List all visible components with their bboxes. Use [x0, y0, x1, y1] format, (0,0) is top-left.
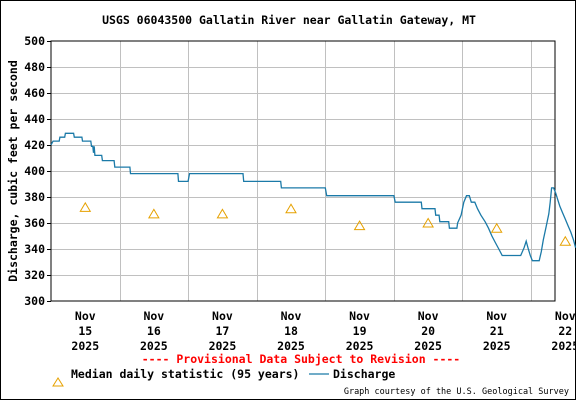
x-tick-label: Nov 18 2025	[277, 309, 305, 353]
x-tick-label: Nov 15 2025	[71, 309, 99, 353]
x-tick-label: Nov 19 2025	[346, 309, 374, 353]
median-marker	[422, 217, 435, 228]
y-tick-label: 500	[24, 34, 45, 48]
y-tick-label: 420	[24, 138, 45, 152]
y-axis-ticks: 300 320 340 360 380 400 420 440 460 480 500	[24, 34, 51, 308]
y-tick-label: 340	[24, 242, 45, 256]
chart-credit: Graph courtesy of the U.S. Geological Su…	[344, 387, 569, 397]
median-marker	[79, 201, 92, 212]
x-tick-label: Nov 22 2025	[551, 309, 576, 353]
x-tick-label: Nov 21 2025	[483, 309, 511, 353]
y-tick-label: 360	[24, 216, 45, 230]
legend-median-label: Median daily statistic (95 years)	[71, 367, 299, 381]
median-marker	[147, 208, 160, 219]
median-marker	[216, 208, 229, 219]
y-tick-label: 480	[24, 60, 45, 74]
y-tick-label: 300	[24, 294, 45, 308]
x-axis-ticks: Nov 15 2025 Nov 16 2025 Nov 17 2025 Nov 18 2025 Nov 1…	[71, 309, 576, 353]
x-tick-label: Nov 17 2025	[209, 309, 237, 353]
y-tick-label: 460	[24, 86, 45, 100]
x-tick-label: Nov 20 2025	[414, 309, 442, 353]
chart-title: USGS 06043500 Gallatin River near Gallat…	[102, 13, 476, 27]
y-tick-label: 400	[24, 164, 45, 178]
grid	[51, 41, 555, 301]
median-marker	[490, 222, 503, 233]
median-marker	[353, 220, 366, 231]
median-marker	[285, 203, 297, 214]
series	[50, 132, 576, 262]
x-tick-label: Nov 16 2025	[140, 309, 168, 353]
discharge-line	[50, 132, 576, 262]
legend-discharge-label: Discharge	[333, 367, 395, 381]
median-marker	[559, 235, 572, 246]
y-axis-label: Discharge, cubic feet per second	[6, 60, 20, 282]
y-tick-label: 440	[24, 112, 45, 126]
y-tick-label: 320	[24, 268, 45, 282]
y-tick-label: 380	[24, 190, 45, 204]
legend-median-marker-icon	[52, 377, 64, 387]
provisional-note: ---- Provisional Data Subject to Revisio…	[142, 352, 461, 366]
legend: Median daily statistic (95 years) Discha…	[52, 367, 395, 387]
